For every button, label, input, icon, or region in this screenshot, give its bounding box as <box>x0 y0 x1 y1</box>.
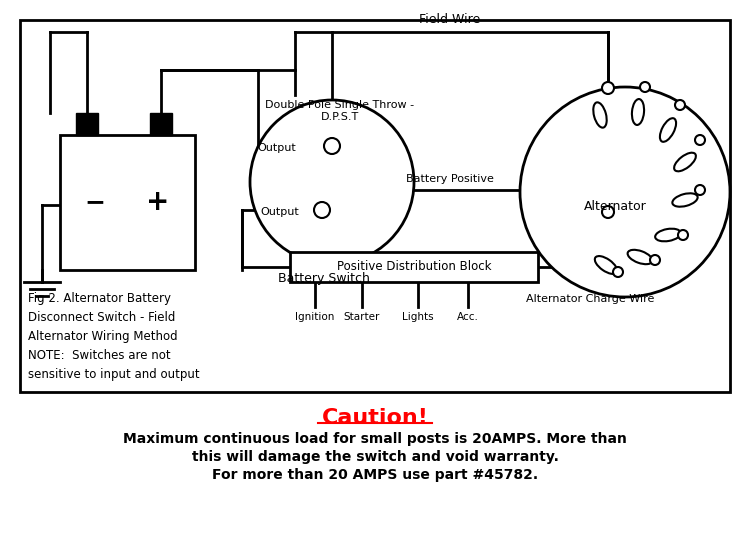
Text: Lights: Lights <box>402 312 433 322</box>
Ellipse shape <box>628 250 652 264</box>
Circle shape <box>603 83 613 93</box>
Circle shape <box>695 135 705 145</box>
Text: Positive Distribution Block: Positive Distribution Block <box>337 261 491 273</box>
Text: Alternator Charge Wire: Alternator Charge Wire <box>526 294 654 304</box>
Circle shape <box>613 267 623 277</box>
Text: this will damage the switch and void warranty.: this will damage the switch and void war… <box>191 450 559 464</box>
Circle shape <box>675 100 685 110</box>
Text: Alternator: Alternator <box>584 201 646 213</box>
Bar <box>20 20 730 392</box>
Circle shape <box>640 82 650 92</box>
Ellipse shape <box>656 229 681 241</box>
Ellipse shape <box>593 102 607 128</box>
Text: Output: Output <box>260 207 299 217</box>
Ellipse shape <box>674 153 696 171</box>
Bar <box>150 113 172 135</box>
Text: Maximum continuous load for small posts is 20AMPS. More than: Maximum continuous load for small posts … <box>123 432 627 446</box>
Bar <box>60 135 195 270</box>
Circle shape <box>250 100 414 264</box>
Text: Output: Output <box>257 143 296 153</box>
Text: Battery Switch: Battery Switch <box>278 272 370 285</box>
Text: Battery Positive: Battery Positive <box>406 174 494 184</box>
Text: Acc.: Acc. <box>457 312 479 322</box>
Text: Starter: Starter <box>344 312 380 322</box>
Circle shape <box>520 87 730 297</box>
Text: Caution!: Caution! <box>322 408 428 428</box>
Bar <box>76 113 98 135</box>
Text: Ignition: Ignition <box>296 312 334 322</box>
Text: −: − <box>85 190 106 214</box>
Circle shape <box>314 202 330 218</box>
Ellipse shape <box>660 118 676 142</box>
Circle shape <box>678 230 688 240</box>
Text: For more than 20 AMPS use part #45782.: For more than 20 AMPS use part #45782. <box>212 468 538 482</box>
Ellipse shape <box>595 256 617 274</box>
Text: +: + <box>146 188 170 216</box>
Circle shape <box>602 206 614 218</box>
Circle shape <box>695 185 705 195</box>
Bar <box>290 252 538 282</box>
Text: Double Pole Single Throw -
D.P.S.T: Double Pole Single Throw - D.P.S.T <box>266 101 415 122</box>
Ellipse shape <box>632 99 644 125</box>
Circle shape <box>602 82 614 94</box>
Circle shape <box>650 255 660 265</box>
Circle shape <box>324 138 340 154</box>
Ellipse shape <box>672 193 698 207</box>
Text: Fig 2. Alternator Battery
Disconnect Switch - Field
Alternator Wiring Method
NOT: Fig 2. Alternator Battery Disconnect Swi… <box>28 292 200 381</box>
Text: Field Wire: Field Wire <box>419 13 481 26</box>
